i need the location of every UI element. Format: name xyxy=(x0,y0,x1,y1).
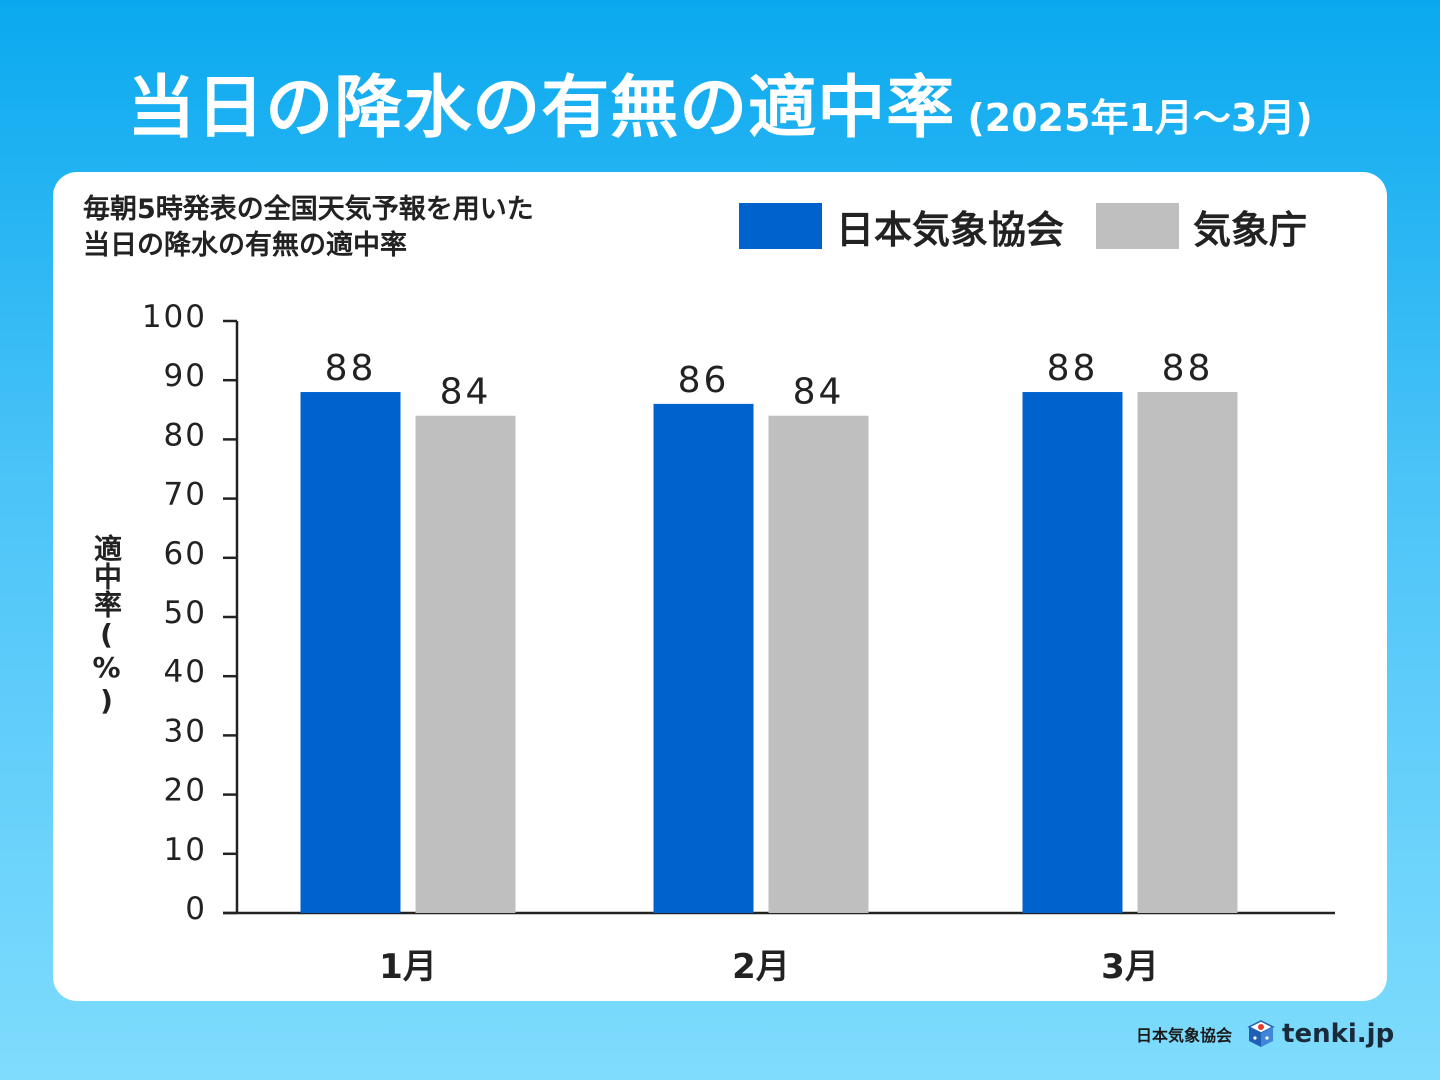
y-tick-label: 70 xyxy=(164,477,207,513)
title-period: (2025年1月〜3月) xyxy=(967,96,1313,140)
tenki-cube-logo-icon xyxy=(1247,1020,1275,1047)
bar-value-label: 88 xyxy=(1047,348,1099,389)
bar-jma xyxy=(768,415,869,913)
y-tick-label: 40 xyxy=(164,654,207,690)
bar-chart: 0 10 20 30 40 50 60 70 80 90 100 88 84 1月 86 84 2月 88 88 3月 xyxy=(142,299,1335,987)
bar-value-label: 88 xyxy=(325,348,377,389)
y-tick-label: 20 xyxy=(164,773,207,809)
bar-jwa xyxy=(653,403,754,913)
y-tick-label: 30 xyxy=(164,713,207,749)
subtitle-line-1: 毎朝5時発表の全国天気予報を用いた xyxy=(83,194,534,225)
bar-value-label: 84 xyxy=(440,372,492,413)
chart-legend: 日本気象協会 気象庁 xyxy=(739,202,1307,252)
legend-label-jma: 気象庁 xyxy=(1193,207,1308,252)
subtitle-line-2: 当日の降水の有無の適中率 xyxy=(83,230,407,261)
bar-jwa xyxy=(300,392,401,913)
y-tick-label: 60 xyxy=(164,536,207,572)
footer-org: 日本気象協会 xyxy=(1136,1026,1233,1045)
footer-brand: tenki.jp xyxy=(1282,1019,1395,1049)
bar-jma xyxy=(1137,392,1238,913)
bar-value-label: 86 xyxy=(678,360,730,401)
legend-item-jwa: 日本気象協会 xyxy=(739,199,1064,254)
y-tick-label: 90 xyxy=(164,358,207,394)
x-tick-label: 3月 xyxy=(1101,947,1159,987)
x-tick-label: 2月 xyxy=(732,947,790,987)
page-title: 当日の降水の有無の適中率 (2025年1月〜3月) xyxy=(0,52,1440,151)
legend-item-jma: 気象庁 xyxy=(1096,199,1307,254)
chart-subtitle: 毎朝5時発表の全国天気予報を用いた 当日の降水の有無の適中率 xyxy=(83,192,534,264)
y-tick-label: 10 xyxy=(164,832,207,868)
bar-jma xyxy=(415,415,516,913)
legend-swatch-jma xyxy=(1096,203,1180,249)
chart-card: 毎朝5時発表の全国天気予報を用いた 当日の降水の有無の適中率 日本気象協会 気象… xyxy=(53,172,1387,1001)
bar-jwa xyxy=(1022,392,1123,913)
legend-label-jwa: 日本気象協会 xyxy=(836,207,1065,252)
y-tick-label: 50 xyxy=(164,595,207,631)
y-tick-label: 0 xyxy=(185,891,207,927)
x-tick-label: 1月 xyxy=(379,947,437,987)
bar-value-label: 88 xyxy=(1162,348,1214,389)
y-tick-label: 80 xyxy=(164,417,207,453)
y-tick-label: 100 xyxy=(142,299,207,335)
y-axis-label: 適中率(%) xyxy=(90,534,123,717)
title-text: 当日の降水の有無の適中率 xyxy=(127,69,956,148)
legend-swatch-jwa xyxy=(739,203,822,249)
bar-value-label: 84 xyxy=(793,372,845,413)
footer: 日本気象協会 tenki.jp xyxy=(1136,1016,1394,1052)
